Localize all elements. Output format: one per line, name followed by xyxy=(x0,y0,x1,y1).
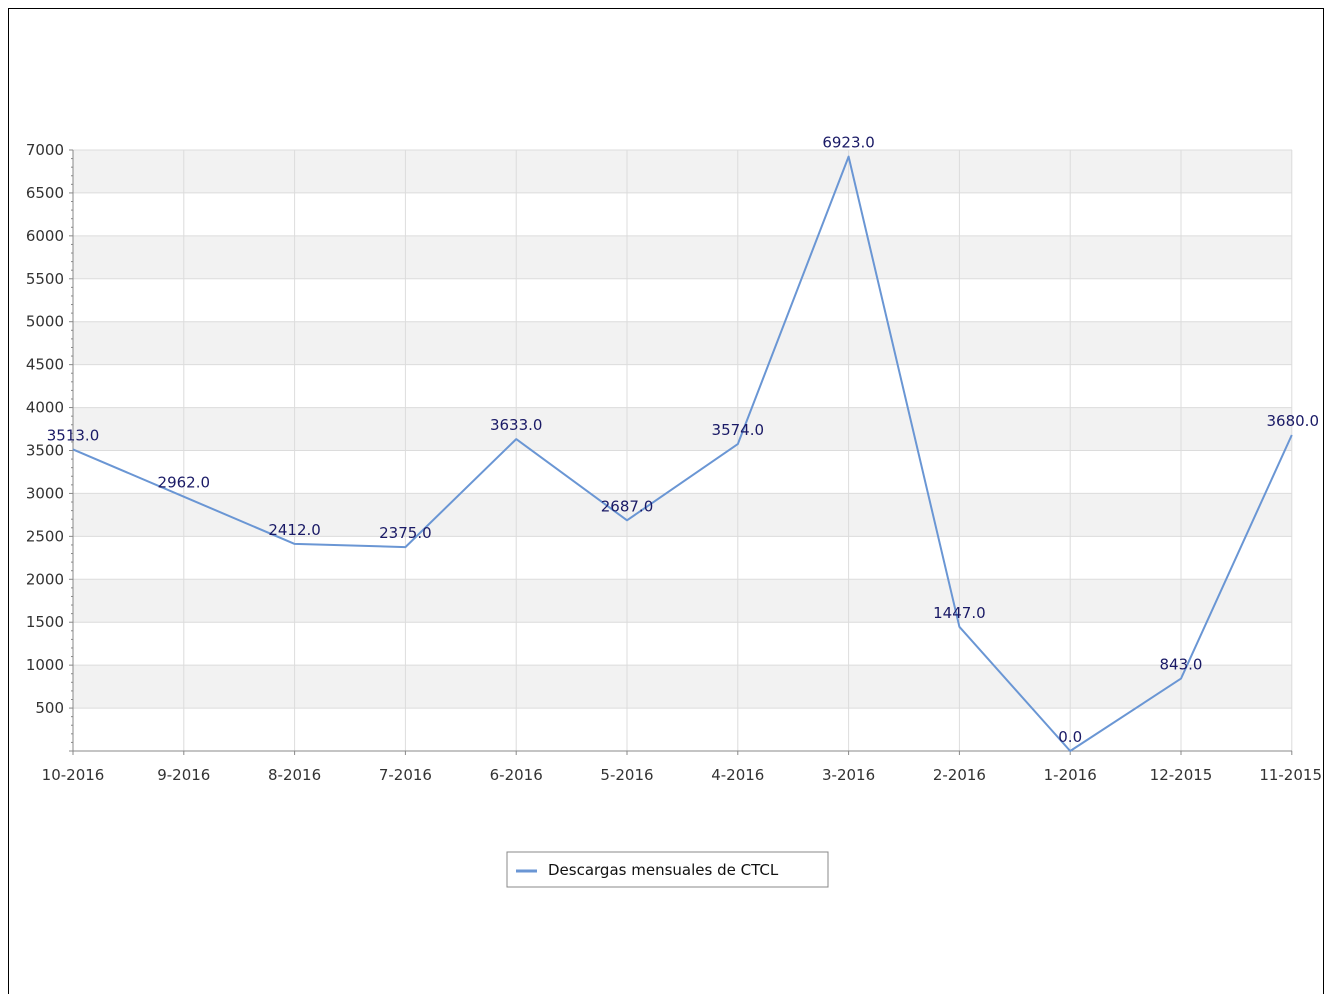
data-label: 2962.0 xyxy=(158,474,211,492)
x-tick-label: 8-2016 xyxy=(268,766,321,784)
y-tick-label: 3000 xyxy=(26,484,64,502)
x-tick-label: 1-2016 xyxy=(1044,766,1097,784)
y-tick-label: 4500 xyxy=(26,356,64,374)
y-axis-ticks: 500 1000 1500 2000 2500 3000 3500 4000 4500 5000 5… xyxy=(26,141,64,717)
legend: Descargas mensuales de CTCL xyxy=(506,851,829,888)
plot-band xyxy=(73,493,1292,537)
plot-band xyxy=(73,321,1292,365)
x-tick-label: 10-2016 xyxy=(42,766,105,784)
data-label: 843.0 xyxy=(1160,656,1203,674)
x-tick-label: 7-2016 xyxy=(379,766,432,784)
y-tick-label: 6000 xyxy=(26,227,64,245)
y-tick-label: 3500 xyxy=(26,442,64,460)
series-line xyxy=(72,155,1293,752)
plot-band xyxy=(73,235,1292,279)
data-label: 2412.0 xyxy=(268,521,321,539)
x-axis-ticks: 10-2016 9-2016 8-2016 7-2016 6-2016 5-2016 4-2… xyxy=(42,751,1322,784)
data-label: 0.0 xyxy=(1058,728,1082,746)
data-label: 1447.0 xyxy=(933,604,986,622)
y-tick-label: 5000 xyxy=(26,313,64,331)
y-tick-label: 2500 xyxy=(26,527,64,545)
data-label: 3633.0 xyxy=(490,416,543,434)
x-tick-label: 3-2016 xyxy=(822,766,875,784)
y-tick-label: 1500 xyxy=(26,613,64,631)
x-tick-label: 12-2015 xyxy=(1150,766,1213,784)
x-tick-label: 5-2016 xyxy=(600,766,653,784)
data-labels: 3513.0 2962.0 2412.0 2375.0 3633.0 2687.0 3574… xyxy=(47,134,1319,746)
data-label: 2375.0 xyxy=(379,524,432,542)
y-tick-label: 5500 xyxy=(26,270,64,288)
y-tick-label: 2000 xyxy=(26,570,64,588)
data-label: 2687.0 xyxy=(601,497,654,515)
x-tick-label: 9-2016 xyxy=(157,766,210,784)
y-tick-label: 1000 xyxy=(26,656,64,674)
y-tick-label: 500 xyxy=(35,699,64,717)
plot-band xyxy=(73,150,1292,193)
legend-label: Descargas mensuales de CTCL xyxy=(548,861,779,879)
plot-band xyxy=(73,579,1292,623)
x-tick-label: 2-2016 xyxy=(933,766,986,784)
x-tick-label: 6-2016 xyxy=(490,766,543,784)
plot-bands xyxy=(73,150,1292,709)
plot-band xyxy=(73,665,1292,709)
data-label: 6923.0 xyxy=(822,134,875,152)
legend-box xyxy=(506,851,829,888)
y-tick-label: 4000 xyxy=(26,399,64,417)
data-label: 3680.0 xyxy=(1267,412,1320,430)
x-tick-label: 11-2015 xyxy=(1259,766,1322,784)
x-tick-label: 4-2016 xyxy=(711,766,764,784)
data-label: 3513.0 xyxy=(47,426,100,444)
plot-band xyxy=(73,407,1292,451)
y-tick-label: 7000 xyxy=(26,141,64,159)
data-label: 3574.0 xyxy=(712,421,765,439)
axes xyxy=(69,149,1292,752)
y-tick-label: 6500 xyxy=(26,184,64,202)
series-layer xyxy=(72,155,1293,752)
